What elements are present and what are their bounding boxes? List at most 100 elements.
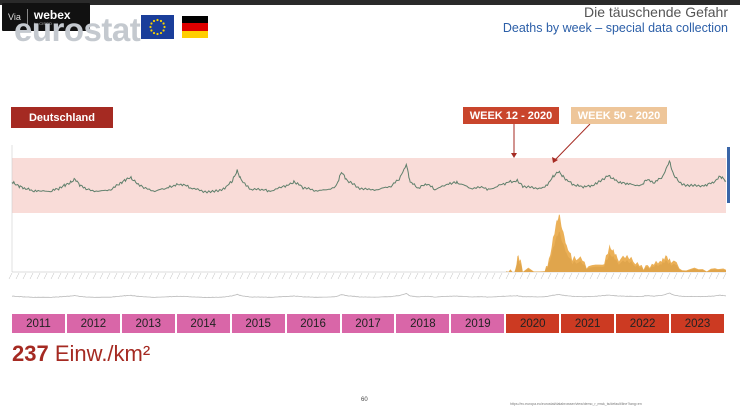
x-tick <box>470 272 475 280</box>
x-tick <box>673 272 678 280</box>
x-tick <box>113 272 118 280</box>
x-tick <box>400 272 405 280</box>
year-label-2012: 2012 <box>66 314 120 333</box>
year-label-2018: 2018 <box>396 314 450 333</box>
x-tick <box>428 272 433 280</box>
x-tick <box>435 272 440 280</box>
x-tick <box>659 272 664 280</box>
x-tick <box>281 272 286 280</box>
top-toolbar-strip <box>0 0 740 5</box>
x-tick <box>568 272 573 280</box>
x-tick <box>246 272 251 280</box>
year-label-2023: 2023 <box>671 314 724 333</box>
density-unit: Einw./km² <box>54 341 151 366</box>
x-tick <box>645 272 650 280</box>
x-tick <box>288 272 293 280</box>
x-tick <box>85 272 90 280</box>
x-tick <box>8 272 13 280</box>
webex-brand-name: webex <box>33 7 71 22</box>
population-density: 237 Einw./km² <box>12 341 150 367</box>
eu-star-icon <box>162 22 165 25</box>
eu-star-icon <box>163 25 166 29</box>
x-tick <box>414 272 419 280</box>
x-tick <box>92 272 97 280</box>
x-tick <box>505 272 510 280</box>
x-tick <box>267 272 272 280</box>
eu-star-icon <box>159 31 163 35</box>
eu-star-icon <box>152 31 156 35</box>
x-tick <box>701 272 706 280</box>
x-tick <box>694 272 699 280</box>
source-link[interactable]: https://ec.europa.eu/eurostat/databrowse… <box>510 402 642 406</box>
x-tick <box>491 272 496 280</box>
year-strip: 2011 2012 2013 2014 2015 2016 2017 2018 2019 2020… <box>12 314 724 333</box>
marker-arrow-head-week-50 <box>552 157 558 163</box>
year-label-2014: 2014 <box>176 314 230 333</box>
x-tick <box>519 272 524 280</box>
deaths-overview-line <box>11 292 727 299</box>
year-label-2011: 2011 <box>12 314 65 333</box>
x-tick <box>43 272 48 280</box>
x-tick <box>484 272 489 280</box>
x-tick <box>442 272 447 280</box>
x-tick <box>71 272 76 280</box>
x-tick <box>169 272 174 280</box>
x-tick <box>64 272 69 280</box>
x-tick <box>582 272 587 280</box>
density-value: 237 <box>12 341 49 366</box>
year-label-2015: 2015 <box>231 314 285 333</box>
webex-badge[interactable]: Via webex by CISCO <box>2 3 90 31</box>
x-tick-marks <box>8 272 727 280</box>
x-tick <box>687 272 692 280</box>
x-tick <box>386 272 391 280</box>
eu-star-icon <box>159 19 163 23</box>
x-tick <box>533 272 538 280</box>
marker-week-50-2020: WEEK 50 - 2020 <box>571 107 667 124</box>
x-tick <box>253 272 258 280</box>
x-tick <box>631 272 636 280</box>
x-tick <box>190 272 195 280</box>
x-tick <box>337 272 342 280</box>
right-axis-marker <box>727 147 730 203</box>
x-tick <box>407 272 412 280</box>
x-tick <box>120 272 125 280</box>
x-tick <box>211 272 216 280</box>
year-label-2016: 2016 <box>286 314 340 333</box>
x-tick <box>624 272 629 280</box>
x-tick <box>372 272 377 280</box>
x-tick <box>617 272 622 280</box>
x-tick <box>176 272 181 280</box>
x-tick <box>330 272 335 280</box>
year-label-2021: 2021 <box>561 314 615 333</box>
x-tick <box>722 272 727 280</box>
x-tick <box>148 272 153 280</box>
eurostat-logo: eurostat <box>14 11 141 48</box>
year-label-2013: 2013 <box>121 314 175 333</box>
x-tick <box>162 272 167 280</box>
x-tick <box>183 272 188 280</box>
x-tick <box>127 272 132 280</box>
x-tick <box>225 272 230 280</box>
year-label-2017: 2017 <box>341 314 395 333</box>
x-tick <box>680 272 685 280</box>
x-tick <box>50 272 55 280</box>
x-tick <box>638 272 643 280</box>
x-tick <box>512 272 517 280</box>
x-tick <box>547 272 552 280</box>
x-tick <box>715 272 720 280</box>
x-tick <box>358 272 363 280</box>
covid-deaths-area <box>506 214 726 272</box>
x-tick <box>197 272 202 280</box>
marker-arrow-week-50 <box>554 123 591 161</box>
x-tick <box>365 272 370 280</box>
x-tick <box>99 272 104 280</box>
x-tick <box>708 272 713 280</box>
eu-star-icon <box>149 25 152 29</box>
slide-subtitle: Deaths by week – special data collection <box>502 21 728 35</box>
x-tick <box>218 272 223 280</box>
x-tick <box>302 272 307 280</box>
deaths-chart <box>8 123 730 299</box>
x-tick <box>477 272 482 280</box>
x-tick <box>78 272 83 280</box>
via-label: Via <box>8 12 21 22</box>
